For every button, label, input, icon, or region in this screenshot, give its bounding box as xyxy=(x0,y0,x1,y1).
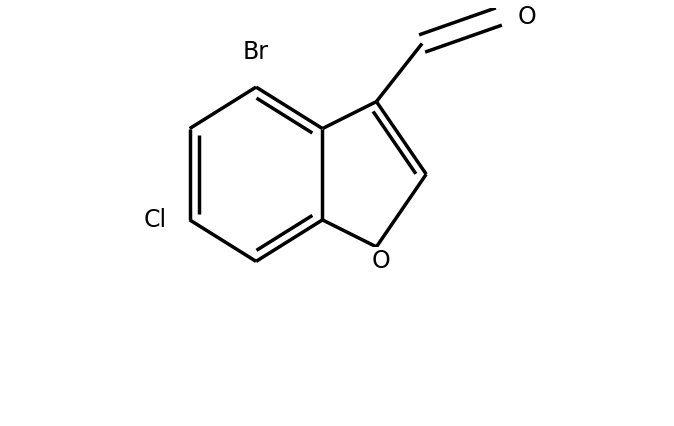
Text: O: O xyxy=(518,5,537,29)
Text: Cl: Cl xyxy=(144,208,167,232)
Text: O: O xyxy=(371,249,390,273)
Text: Br: Br xyxy=(243,40,269,64)
